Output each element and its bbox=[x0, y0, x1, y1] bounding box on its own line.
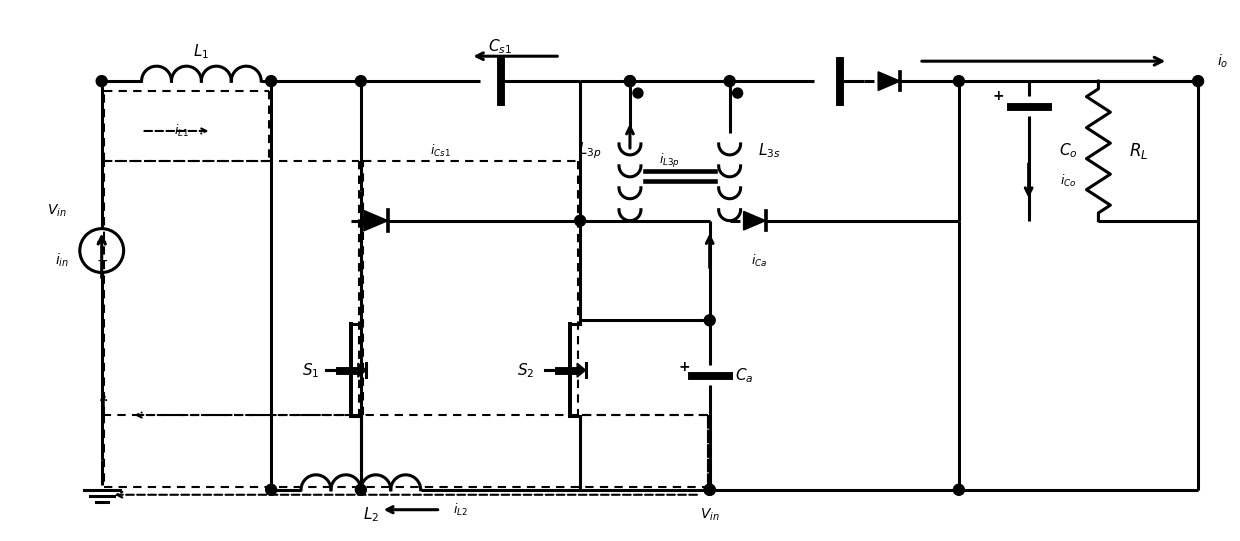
Circle shape bbox=[97, 76, 107, 87]
Circle shape bbox=[265, 484, 277, 495]
Text: $C_a$: $C_a$ bbox=[735, 366, 754, 385]
Text: $C_o$: $C_o$ bbox=[1059, 142, 1078, 160]
Circle shape bbox=[733, 88, 743, 98]
Circle shape bbox=[704, 484, 715, 495]
Circle shape bbox=[356, 76, 366, 87]
Text: $C_{s1}$: $C_{s1}$ bbox=[489, 37, 512, 56]
Text: $L_1$: $L_1$ bbox=[193, 42, 210, 61]
Text: $i_{in}$: $i_{in}$ bbox=[55, 252, 69, 269]
Circle shape bbox=[704, 484, 715, 495]
Circle shape bbox=[704, 315, 715, 326]
Circle shape bbox=[625, 76, 635, 87]
Text: $S_2$: $S_2$ bbox=[517, 361, 534, 380]
Polygon shape bbox=[358, 363, 366, 377]
Text: $i_{Cs1}$: $i_{Cs1}$ bbox=[430, 143, 451, 159]
Text: $L_{3p}$: $L_{3p}$ bbox=[578, 141, 601, 161]
Text: $L_{3s}$: $L_{3s}$ bbox=[758, 142, 781, 160]
Text: $i_{L2}$: $i_{L2}$ bbox=[453, 502, 467, 518]
Circle shape bbox=[954, 484, 965, 495]
Text: +: + bbox=[680, 360, 691, 374]
Polygon shape bbox=[363, 210, 388, 231]
Text: $V_{in}$: $V_{in}$ bbox=[47, 202, 67, 219]
Polygon shape bbox=[878, 72, 900, 90]
Circle shape bbox=[574, 215, 585, 226]
Polygon shape bbox=[744, 212, 765, 230]
Polygon shape bbox=[577, 363, 585, 377]
Text: $V_{in}$: $V_{in}$ bbox=[699, 506, 719, 523]
Circle shape bbox=[356, 484, 366, 495]
Text: +: + bbox=[95, 235, 108, 249]
Text: $S_1$: $S_1$ bbox=[303, 361, 320, 380]
Text: $-$: $-$ bbox=[95, 253, 108, 267]
Text: $i_{Co}$: $i_{Co}$ bbox=[1060, 173, 1076, 189]
Circle shape bbox=[632, 88, 642, 98]
Text: $i_o$: $i_o$ bbox=[1218, 52, 1229, 70]
Text: $L_2$: $L_2$ bbox=[363, 505, 379, 524]
Text: $i_{L1}$: $i_{L1}$ bbox=[174, 123, 188, 139]
Circle shape bbox=[265, 76, 277, 87]
Circle shape bbox=[1193, 76, 1204, 87]
Circle shape bbox=[954, 76, 965, 87]
Text: +: + bbox=[993, 89, 1004, 103]
Text: $R_L$: $R_L$ bbox=[1128, 141, 1148, 161]
Circle shape bbox=[724, 76, 735, 87]
Circle shape bbox=[625, 76, 635, 87]
Text: $i_{L3p}$: $i_{L3p}$ bbox=[660, 152, 681, 170]
Text: $i_{Ca}$: $i_{Ca}$ bbox=[751, 253, 768, 268]
